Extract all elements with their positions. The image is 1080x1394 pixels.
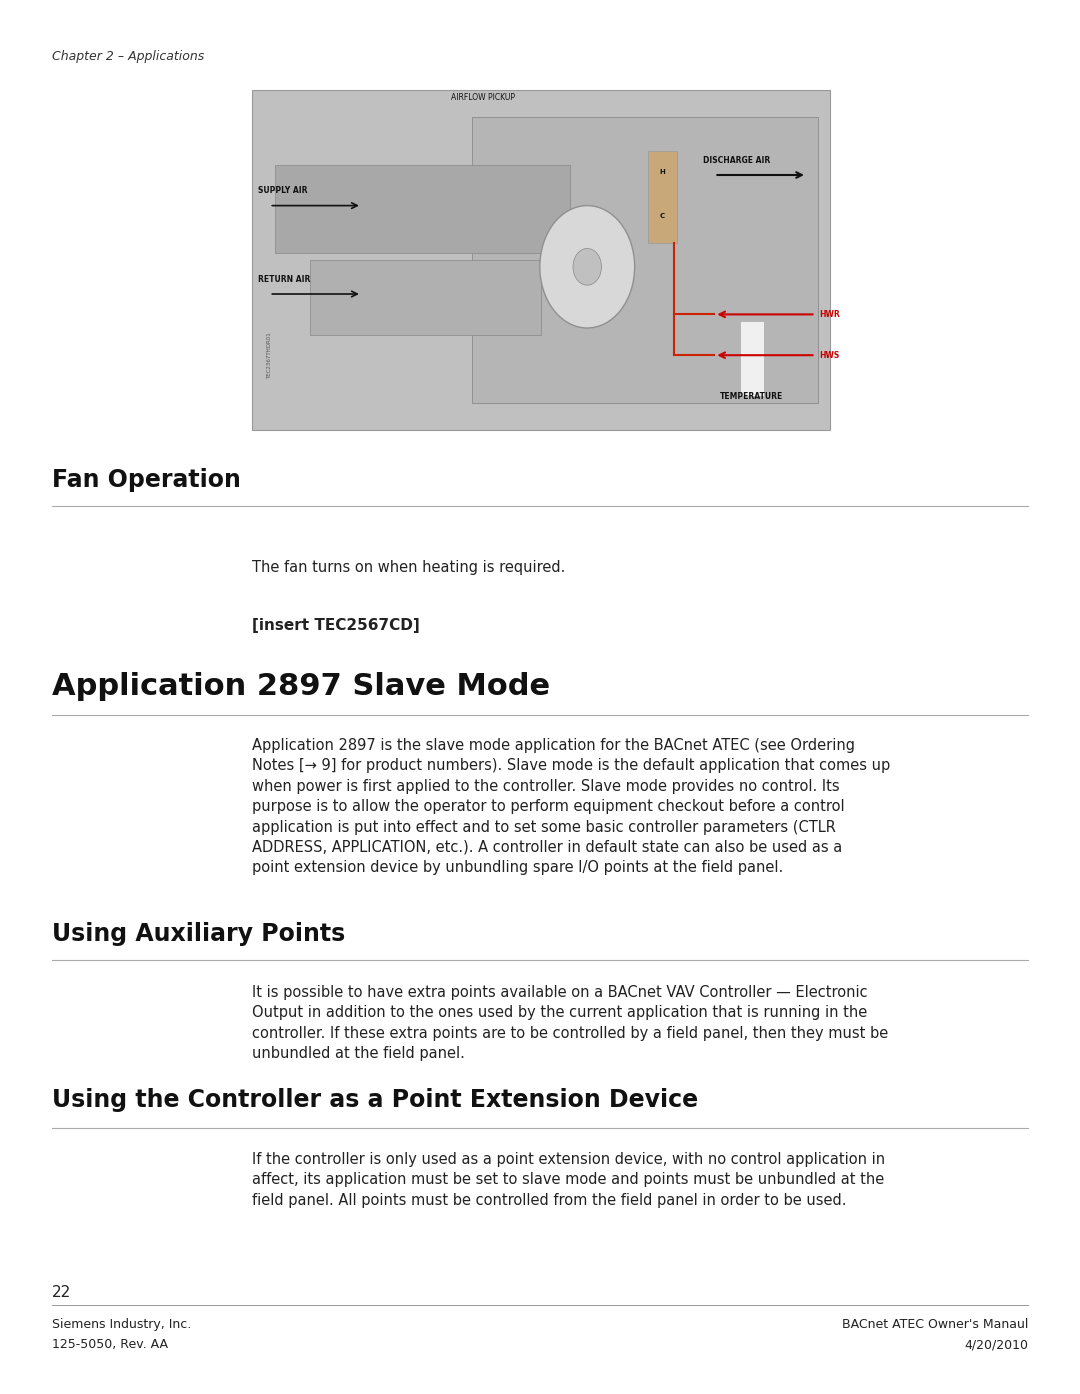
Bar: [275, 164, 570, 254]
Text: RETURN AIR: RETURN AIR: [258, 275, 310, 284]
Text: C: C: [660, 213, 665, 219]
Text: It is possible to have extra points available on a BACnet VAV Controller — Elect: It is possible to have extra points avai…: [252, 986, 888, 1061]
Text: 125-5050, Rev. AA: 125-5050, Rev. AA: [52, 1338, 168, 1351]
Bar: [310, 261, 541, 335]
Bar: [741, 321, 764, 396]
Text: [insert TEC2567CD]: [insert TEC2567CD]: [252, 618, 420, 633]
Bar: [472, 117, 819, 403]
Text: DISCHARGE AIR: DISCHARGE AIR: [703, 156, 770, 164]
Circle shape: [573, 248, 602, 286]
Text: HWR: HWR: [820, 309, 840, 319]
Text: Chapter 2 – Applications: Chapter 2 – Applications: [52, 50, 204, 63]
Text: H: H: [660, 169, 665, 174]
Text: Using Auxiliary Points: Using Auxiliary Points: [52, 921, 346, 947]
Text: Application 2897 is the slave mode application for the BACnet ATEC (see Ordering: Application 2897 is the slave mode appli…: [252, 737, 890, 875]
Text: The fan turns on when heating is required.: The fan turns on when heating is require…: [252, 560, 565, 574]
Text: If the controller is only used as a point extension device, with no control appl: If the controller is only used as a poin…: [252, 1151, 886, 1207]
Circle shape: [540, 205, 635, 328]
Text: 4/20/2010: 4/20/2010: [964, 1338, 1028, 1351]
Text: TEMPERATURE: TEMPERATURE: [720, 392, 784, 401]
Text: Application 2897 Slave Mode: Application 2897 Slave Mode: [52, 672, 550, 701]
Text: TEC2367THDR01: TEC2367THDR01: [267, 332, 272, 379]
Text: 22: 22: [52, 1285, 71, 1301]
Text: SUPPLY AIR: SUPPLY AIR: [258, 187, 308, 195]
Text: BACnet ATEC Owner's Manaul: BACnet ATEC Owner's Manaul: [841, 1317, 1028, 1331]
Text: AIRFLOW PICKUP: AIRFLOW PICKUP: [451, 93, 515, 102]
Bar: [648, 151, 677, 243]
Text: Using the Controller as a Point Extension Device: Using the Controller as a Point Extensio…: [52, 1087, 698, 1112]
Text: Siemens Industry, Inc.: Siemens Industry, Inc.: [52, 1317, 191, 1331]
Text: HWS: HWS: [820, 351, 840, 360]
Bar: [252, 91, 831, 429]
Text: Fan Operation: Fan Operation: [52, 468, 241, 492]
